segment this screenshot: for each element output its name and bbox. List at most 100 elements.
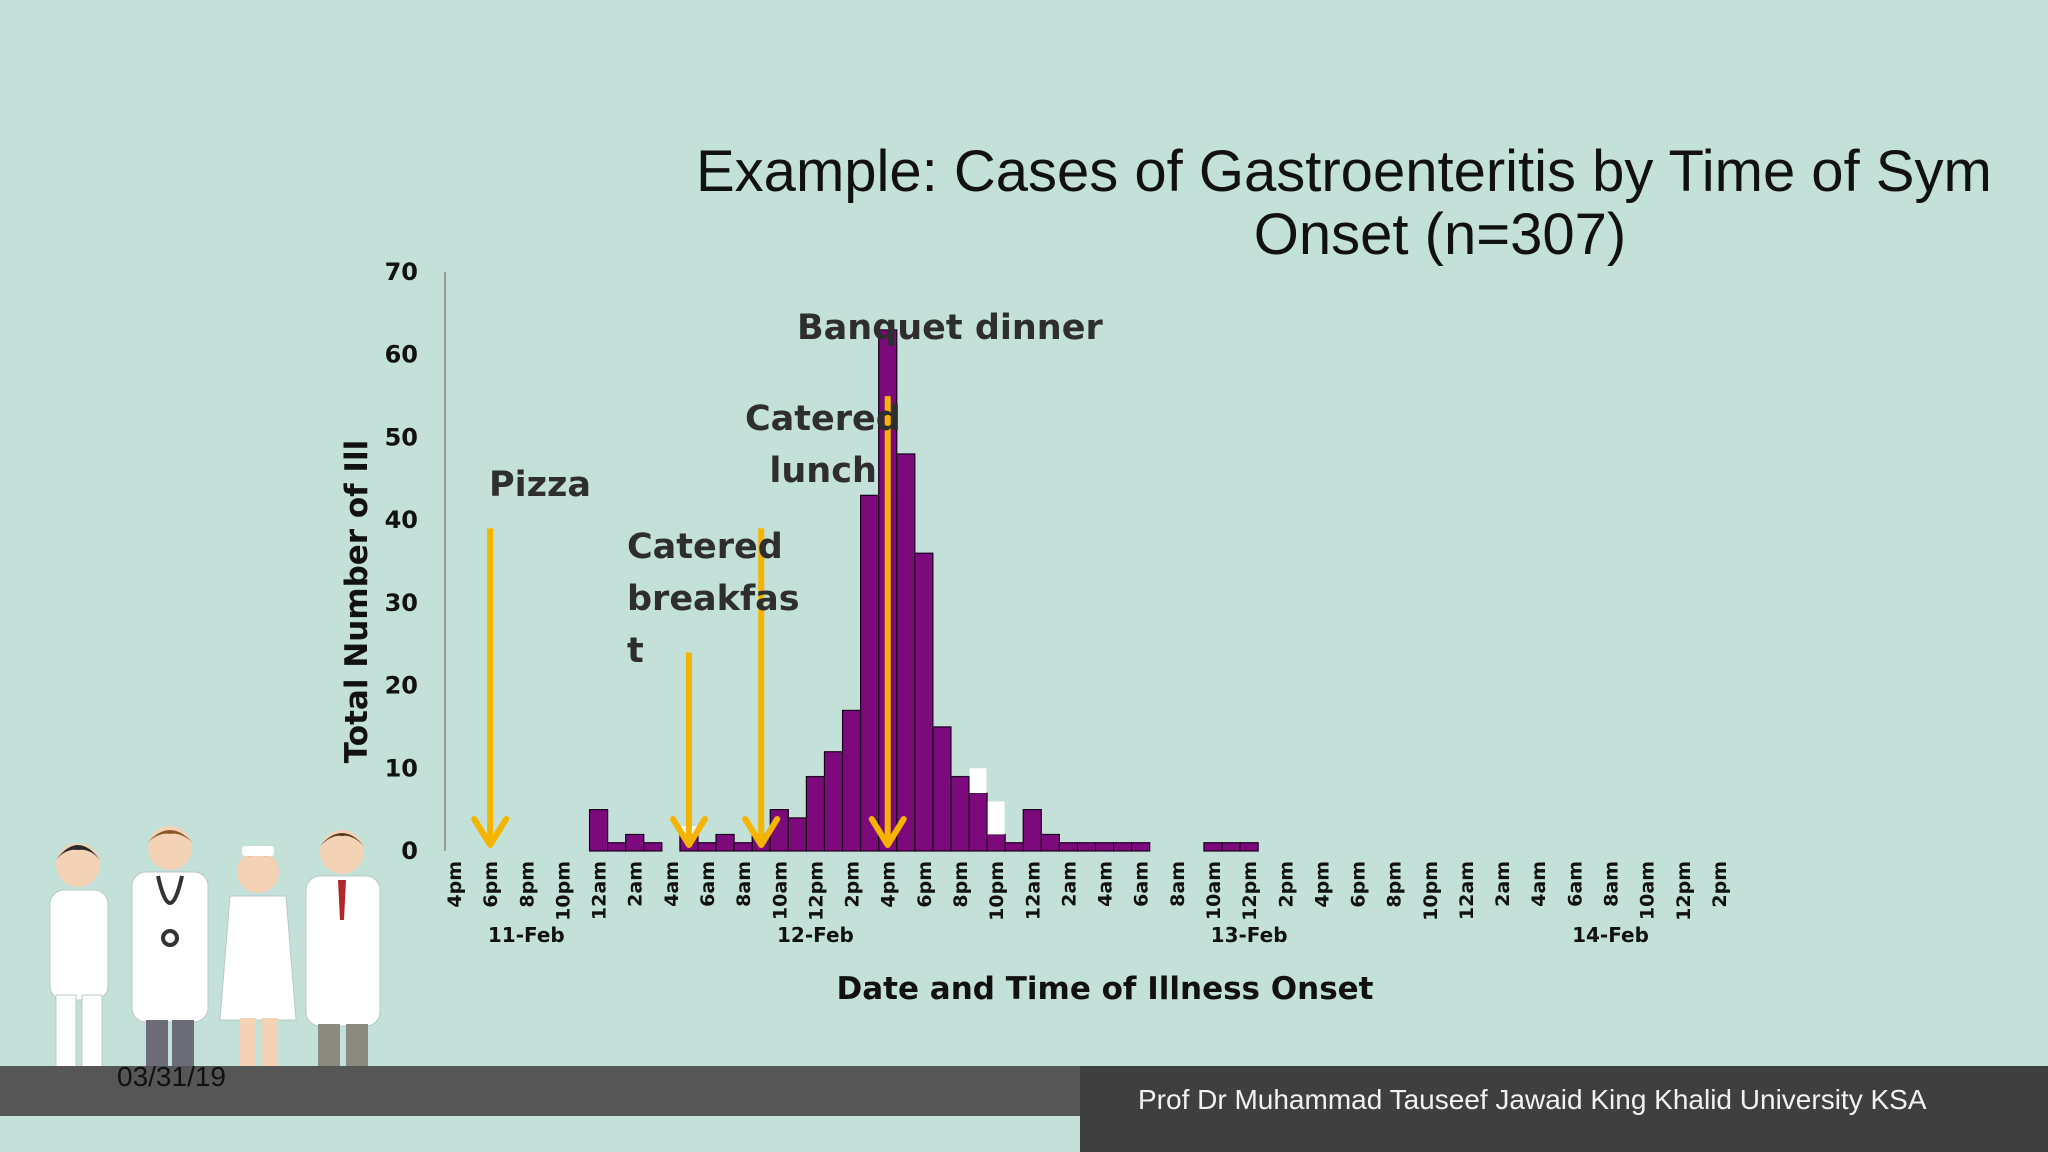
doctor-figure-2 — [305, 830, 381, 1100]
histogram-bar — [1131, 842, 1151, 852]
y-tick-label: 30 — [385, 589, 418, 617]
exposure-arrow-head — [868, 816, 907, 848]
x-tick-label: 10pm — [552, 861, 574, 921]
doctor-figure-1 — [131, 826, 209, 1100]
histogram-bar — [607, 842, 627, 852]
highlight-block — [987, 801, 1005, 835]
x-axis-title: Date and Time of Illness Onset — [836, 971, 1373, 1007]
x-tick-label: 12am — [589, 861, 611, 920]
x-tick-label: 6pm — [480, 861, 502, 908]
footer-date: 03/31/19 — [117, 1061, 226, 1092]
x-tick-label: 8pm — [950, 861, 972, 908]
x-tick-label: 8am — [1167, 861, 1189, 907]
date-label: 13-Feb — [1211, 923, 1288, 947]
x-tick-label: 8pm — [516, 861, 538, 908]
x-tick-label: 10am — [769, 861, 791, 920]
histogram-bar — [860, 494, 880, 852]
y-tick-label: 70 — [385, 258, 418, 286]
histogram-bar — [1058, 842, 1079, 852]
histogram-bar — [968, 792, 988, 852]
histogram-bar — [715, 833, 735, 852]
chart-title-line-1: Example: Cases of Gastroenteritis by Tim… — [696, 139, 1992, 204]
histogram-bar — [932, 726, 952, 852]
x-tick-label: 12pm — [1673, 861, 1695, 921]
y-tick-label: 40 — [385, 506, 418, 534]
annotation-catered-lunch: Catered lunch — [745, 399, 901, 491]
histogram-bar — [1221, 842, 1241, 852]
x-tick-label: 12am — [1456, 861, 1478, 920]
histogram-bar — [1022, 809, 1042, 852]
exposure-arrow-head — [742, 816, 781, 848]
x-tick-label: 10am — [1637, 861, 1659, 920]
histogram-bar — [805, 775, 826, 852]
nurse-figure-2 — [219, 846, 297, 1100]
annotation-banquet-dinner: Banquet dinner — [797, 308, 1103, 348]
x-tick-label: 4am — [661, 861, 683, 907]
histogram-bar — [1076, 842, 1097, 852]
x-tick-label: 10pm — [986, 861, 1008, 921]
x-tick-label: 10pm — [1420, 861, 1442, 921]
histogram-bar — [625, 833, 645, 852]
y-tick-label: 60 — [385, 341, 418, 369]
y-tick-label: 10 — [385, 754, 418, 782]
x-tick-label: 2pm — [842, 861, 864, 908]
chart-title-line-2: Onset (n=307) — [1253, 202, 1627, 267]
histogram-bar — [896, 453, 916, 852]
x-tick-label: 6pm — [1348, 861, 1370, 908]
x-tick-label: 4pm — [1311, 861, 1333, 908]
footer-credit-panel — [1080, 1066, 2048, 1152]
annotation-pizza: Pizza — [489, 465, 592, 505]
x-tick-label: 6am — [1564, 861, 1586, 907]
histogram-bar — [1094, 842, 1115, 852]
histogram-bar — [914, 552, 934, 852]
highlight-block — [969, 768, 987, 794]
nurse-figure-1 — [49, 843, 109, 1101]
histogram-bar — [1203, 842, 1223, 852]
x-tick-label: 8am — [733, 861, 755, 907]
x-tick-label: 4pm — [878, 861, 900, 908]
x-tick-label: 2am — [1492, 861, 1514, 907]
x-tick-label: 12pm — [1239, 861, 1261, 921]
histogram-bar — [1004, 842, 1024, 852]
x-tick-label: 4am — [1528, 861, 1550, 907]
histogram-bar — [643, 842, 663, 852]
histogram-bar — [986, 833, 1006, 852]
y-tick-label: 20 — [385, 672, 418, 700]
histogram-bar — [588, 809, 609, 852]
histogram-bar — [823, 751, 844, 852]
histogram-bar — [950, 775, 970, 852]
x-tick-label: 12pm — [805, 861, 827, 921]
date-label: 14-Feb — [1572, 923, 1649, 947]
x-tick-label: 6pm — [914, 861, 936, 908]
x-tick-label: 2pm — [1275, 861, 1297, 908]
x-tick-label: 4am — [1095, 861, 1117, 907]
y-axis-title: Total Number of Ill — [339, 440, 375, 763]
histogram-bar — [697, 842, 717, 852]
x-tick-label: 4pm — [444, 861, 466, 908]
histogram-bar — [1112, 842, 1133, 852]
exposure-arrow-head — [669, 816, 708, 848]
histogram-bar — [841, 709, 862, 852]
histogram-bar — [1040, 833, 1060, 852]
annotation-catered-breakfast: Catered breakfas t — [627, 527, 800, 671]
date-label: 11-Feb — [488, 923, 565, 947]
footer-credit: Prof Dr Muhammad Tauseef Jawaid King Kha… — [1138, 1084, 1927, 1115]
x-tick-label: 8am — [1601, 861, 1623, 907]
x-tick-label: 6am — [1131, 861, 1153, 907]
histogram-bar — [733, 842, 753, 852]
x-tick-label: 2pm — [1709, 861, 1731, 908]
x-tick-label: 2am — [1058, 861, 1080, 907]
x-tick-label: 10am — [1203, 861, 1225, 920]
x-tick-label: 12am — [1022, 861, 1044, 920]
y-tick-label: 0 — [401, 837, 418, 865]
x-tick-label: 6am — [697, 861, 719, 907]
histogram-bar — [1239, 842, 1259, 852]
histogram-bar — [787, 817, 808, 852]
x-tick-label: 2am — [625, 861, 647, 907]
date-label: 12-Feb — [777, 923, 854, 947]
y-tick-label: 50 — [385, 423, 418, 451]
x-tick-label: 8pm — [1384, 861, 1406, 908]
exposure-arrow-head — [471, 816, 510, 848]
